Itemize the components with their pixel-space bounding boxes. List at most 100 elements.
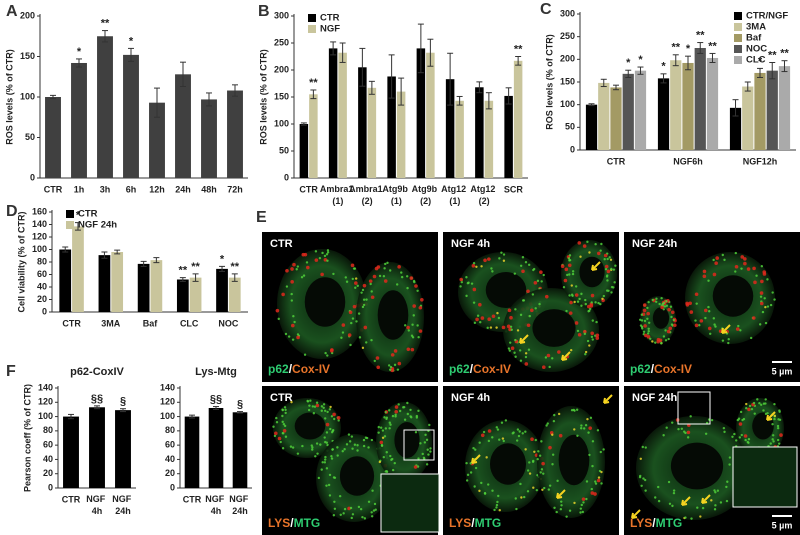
- speckle: [527, 263, 531, 267]
- speckle: [400, 271, 403, 274]
- speckle: [565, 515, 568, 518]
- error-bar: [94, 405, 100, 410]
- speckle: [588, 251, 591, 254]
- speckle: [407, 329, 411, 332]
- stain-label: p62/Cox-IV: [630, 362, 692, 376]
- speckle: [476, 314, 480, 317]
- speckle: [586, 339, 590, 343]
- y-tick-label: 20: [37, 294, 47, 304]
- speckle: [721, 253, 724, 257]
- speckle: [370, 515, 374, 518]
- speckle: [759, 295, 763, 298]
- speckle: [596, 478, 601, 483]
- speckle: [314, 455, 317, 458]
- bar: [484, 100, 494, 178]
- stain-part: /: [651, 362, 655, 376]
- speckle: [390, 458, 393, 462]
- speckle: [647, 321, 651, 324]
- speckle: [640, 484, 643, 488]
- speckle: [290, 400, 293, 404]
- speckle: [641, 445, 644, 449]
- speckle: [612, 268, 616, 271]
- speckle: [571, 294, 574, 297]
- significance: §§: [91, 393, 103, 405]
- speckle: [480, 316, 485, 320]
- speckle: [518, 349, 522, 352]
- speckle: [600, 470, 603, 474]
- speckle: [602, 294, 606, 298]
- speckle: [764, 398, 767, 401]
- speckle: [581, 510, 585, 514]
- bar: [175, 74, 191, 178]
- speckle: [542, 472, 545, 475]
- speckle: [386, 261, 389, 265]
- condition-label: CTR: [270, 392, 293, 404]
- speckle: [416, 324, 419, 327]
- arrow: [631, 509, 641, 519]
- bar: [71, 62, 87, 179]
- speckle: [345, 443, 349, 446]
- speckle: [581, 497, 586, 501]
- speckle: [665, 426, 668, 429]
- speckle: [540, 440, 543, 443]
- stain-part: /: [652, 516, 656, 530]
- speckle: [284, 332, 288, 336]
- speckle: [654, 341, 657, 344]
- speckle: [738, 436, 742, 439]
- speckle: [610, 285, 614, 289]
- stain-part: MTG: [475, 516, 502, 530]
- speckle: [596, 429, 600, 432]
- speckle: [417, 335, 420, 339]
- significance: **: [708, 40, 717, 52]
- speckle: [340, 336, 343, 339]
- speckle: [723, 430, 726, 434]
- legend-swatch: [734, 34, 742, 42]
- error-bar: [359, 47, 366, 87]
- x-tick-label: NOC: [218, 318, 239, 328]
- speckle: [423, 441, 427, 444]
- speckle: [641, 327, 644, 330]
- speckle: [480, 265, 483, 268]
- y-tick-label: 200: [274, 64, 289, 74]
- speckle: [694, 292, 699, 297]
- speckle: [377, 431, 380, 434]
- x-tick-line: 24h: [232, 506, 248, 516]
- speckle: [638, 318, 642, 321]
- x-tick-label: Ambra1 (2): [349, 184, 385, 206]
- speckle: [588, 307, 592, 311]
- speckle: [764, 321, 768, 325]
- x-tick-label: NGF 4h: [86, 494, 108, 516]
- error-bar: [613, 84, 619, 91]
- speckle: [763, 297, 766, 300]
- speckle: [320, 409, 323, 412]
- significance: *: [758, 55, 763, 67]
- speckle: [647, 300, 650, 304]
- legend-label: Baf: [746, 33, 762, 44]
- speckle: [526, 469, 530, 472]
- speckle: [579, 427, 583, 430]
- bar: [63, 416, 79, 488]
- bar: [123, 54, 139, 178]
- speckle: [397, 403, 400, 406]
- speckle: [642, 308, 647, 313]
- speckle: [302, 274, 306, 277]
- speckle: [328, 494, 332, 497]
- speckle: [610, 291, 613, 294]
- speckle: [733, 432, 736, 436]
- stain-part: LYS: [449, 516, 471, 530]
- speckle: [685, 301, 689, 306]
- speckle: [709, 332, 712, 335]
- bar: [475, 87, 484, 178]
- significance: *: [686, 43, 691, 55]
- speckle: [343, 507, 347, 511]
- speckle: [769, 303, 773, 307]
- speckle: [710, 418, 714, 422]
- nucleus: [339, 456, 375, 496]
- speckle: [745, 402, 748, 406]
- x-tick-label: NGF6h: [673, 156, 703, 166]
- y-tick-label: 250: [560, 31, 575, 41]
- speckle: [329, 405, 332, 409]
- speckle: [384, 262, 387, 266]
- speckle: [568, 273, 571, 276]
- bar: [706, 57, 719, 151]
